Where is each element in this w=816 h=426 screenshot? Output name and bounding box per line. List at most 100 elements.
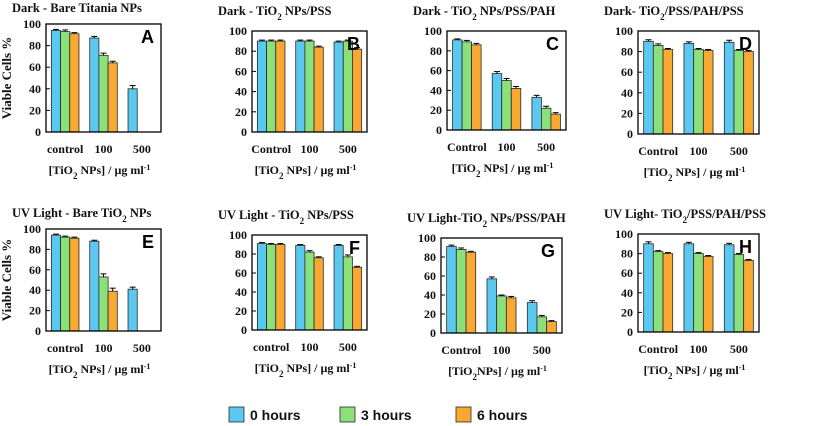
y-axis-label: Viable Cells % bbox=[0, 239, 14, 322]
y-tick-label: 100 bbox=[23, 17, 41, 31]
y-tick-label: 40 bbox=[235, 285, 247, 299]
category-label: 500 bbox=[533, 343, 551, 357]
bar-0-hours bbox=[127, 88, 138, 133]
y-tick-label: 0 bbox=[627, 127, 633, 141]
bar-0-hours bbox=[452, 39, 463, 131]
category-label: Control bbox=[251, 142, 291, 156]
y-tick-label: 0 bbox=[35, 125, 41, 139]
chart-panel-c: Dark - TiO2 NPs/PSS/PAH 0 20 40 60 80 100 C Cont… bbox=[413, 4, 567, 180]
category-label: control bbox=[253, 340, 290, 354]
y-tick-label: 80 bbox=[235, 247, 247, 261]
bar-0-hours bbox=[333, 41, 344, 133]
y-tick-label: 80 bbox=[29, 39, 41, 53]
bar-3-hours bbox=[342, 256, 353, 331]
legend-label: 3 hours bbox=[361, 407, 412, 423]
y-tick-label: 20 bbox=[235, 304, 247, 318]
bar-3-hours bbox=[266, 244, 277, 331]
legend-item: 6 hours bbox=[455, 406, 528, 423]
bar-3-hours bbox=[304, 251, 315, 331]
category-label: 500 bbox=[537, 140, 555, 154]
panel-label: H bbox=[739, 237, 752, 257]
legend-item: 0 hours bbox=[228, 406, 301, 423]
legend-swatch bbox=[339, 406, 356, 423]
bar-6-hours bbox=[275, 244, 286, 331]
bar-6-hours bbox=[505, 297, 517, 334]
bar-0-hours bbox=[295, 245, 306, 331]
x-axis-label: [TiO2NPs] / µg ml-1 bbox=[448, 364, 547, 383]
category-label: 100 bbox=[301, 340, 319, 354]
y-tick-label: 0 bbox=[430, 326, 436, 340]
plot-frame bbox=[637, 233, 760, 333]
category-label: 100 bbox=[690, 342, 708, 356]
y-tick-label: 80 bbox=[235, 44, 247, 58]
y-tick-label: 40 bbox=[29, 82, 41, 96]
bar-6-hours bbox=[510, 88, 522, 131]
bar-3-hours bbox=[536, 316, 548, 334]
legend-swatch bbox=[455, 406, 472, 423]
bar-3-hours bbox=[501, 80, 512, 131]
bar-6-hours bbox=[546, 321, 557, 334]
bar-0-hours bbox=[643, 40, 654, 135]
panel-title: UV Light - TiO2 NPs/PSS bbox=[218, 208, 354, 226]
bar-0-hours bbox=[491, 73, 503, 131]
bar-6-hours bbox=[662, 49, 674, 135]
bar-0-hours bbox=[50, 234, 61, 332]
bar-3-hours bbox=[733, 50, 745, 135]
y-tick-label: 80 bbox=[430, 44, 442, 58]
bar-6-hours bbox=[352, 266, 363, 331]
legend-label: 6 hours bbox=[477, 407, 528, 423]
plot-frame bbox=[440, 237, 563, 334]
y-tick-label: 40 bbox=[29, 283, 41, 297]
y-tick-label: 0 bbox=[241, 125, 247, 139]
bar-0-hours bbox=[295, 40, 306, 133]
y-tick-label: 80 bbox=[621, 247, 633, 261]
category-label: 100 bbox=[690, 144, 708, 158]
y-tick-label: 20 bbox=[29, 103, 41, 117]
category-label: control bbox=[47, 142, 84, 156]
panel-title: UV Light - Bare TiO2 NPs bbox=[12, 206, 152, 224]
y-tick-label: 60 bbox=[621, 65, 633, 79]
bar-6-hours bbox=[107, 290, 118, 332]
y-tick-label: 0 bbox=[241, 323, 247, 337]
y-tick-label: 20 bbox=[235, 105, 247, 119]
bar-0-hours bbox=[256, 243, 267, 331]
plot-frame bbox=[45, 23, 162, 133]
chart-panel-d: Dark- TiO2/PSS/PAH/PSS 0 20 40 60 80 100 D Contr… bbox=[604, 4, 760, 183]
category-label: 100 bbox=[498, 140, 516, 154]
plot-frame bbox=[251, 30, 368, 133]
bar-6-hours bbox=[275, 40, 286, 133]
bar-6-hours bbox=[69, 33, 80, 133]
y-tick-label: 0 bbox=[436, 123, 442, 137]
bar-3-hours bbox=[733, 254, 745, 333]
x-axis-label: [TiO2 NPs] / µg ml-1 bbox=[49, 163, 151, 182]
bar-0-hours bbox=[531, 96, 542, 131]
y-tick-label: 60 bbox=[430, 64, 442, 78]
panel-label: A bbox=[141, 27, 154, 47]
bar-0-hours bbox=[50, 30, 61, 133]
bar-3-hours bbox=[496, 295, 507, 334]
chart-panel-f: UV Light - TiO2 NPs/PSS 0 20 40 60 80 100 Fcont… bbox=[218, 208, 368, 379]
bar-3-hours bbox=[98, 54, 109, 133]
panel-label: E bbox=[142, 232, 154, 252]
bar-3-hours bbox=[455, 248, 467, 334]
y-tick-label: 20 bbox=[430, 103, 442, 117]
y-tick-label: 40 bbox=[235, 85, 247, 99]
bar-3-hours bbox=[60, 31, 71, 133]
x-axis-label: [TiO2 NPs] / µg ml-1 bbox=[452, 161, 554, 180]
bar-6-hours bbox=[743, 51, 754, 135]
category-label: Control bbox=[638, 342, 678, 356]
legend-label: 0 hours bbox=[250, 407, 301, 423]
y-tick-label: 60 bbox=[621, 266, 633, 280]
chart-panel-e: UV Light - Bare TiO2 NPs 0 20 40 60 80 100 Econ… bbox=[0, 206, 162, 380]
category-label: 500 bbox=[133, 142, 151, 156]
category-label: 100 bbox=[493, 343, 511, 357]
bar-0-hours bbox=[333, 245, 344, 331]
bar-0-hours bbox=[89, 37, 100, 133]
bar-6-hours bbox=[662, 253, 674, 333]
x-axis-label: [TiO2 NPs] / µg ml-1 bbox=[255, 163, 357, 182]
panel-label: B bbox=[347, 34, 360, 54]
category-label: 500 bbox=[730, 144, 748, 158]
y-tick-label: 20 bbox=[424, 307, 436, 321]
category-label: Control bbox=[447, 140, 487, 154]
bar-3-hours bbox=[652, 251, 664, 333]
